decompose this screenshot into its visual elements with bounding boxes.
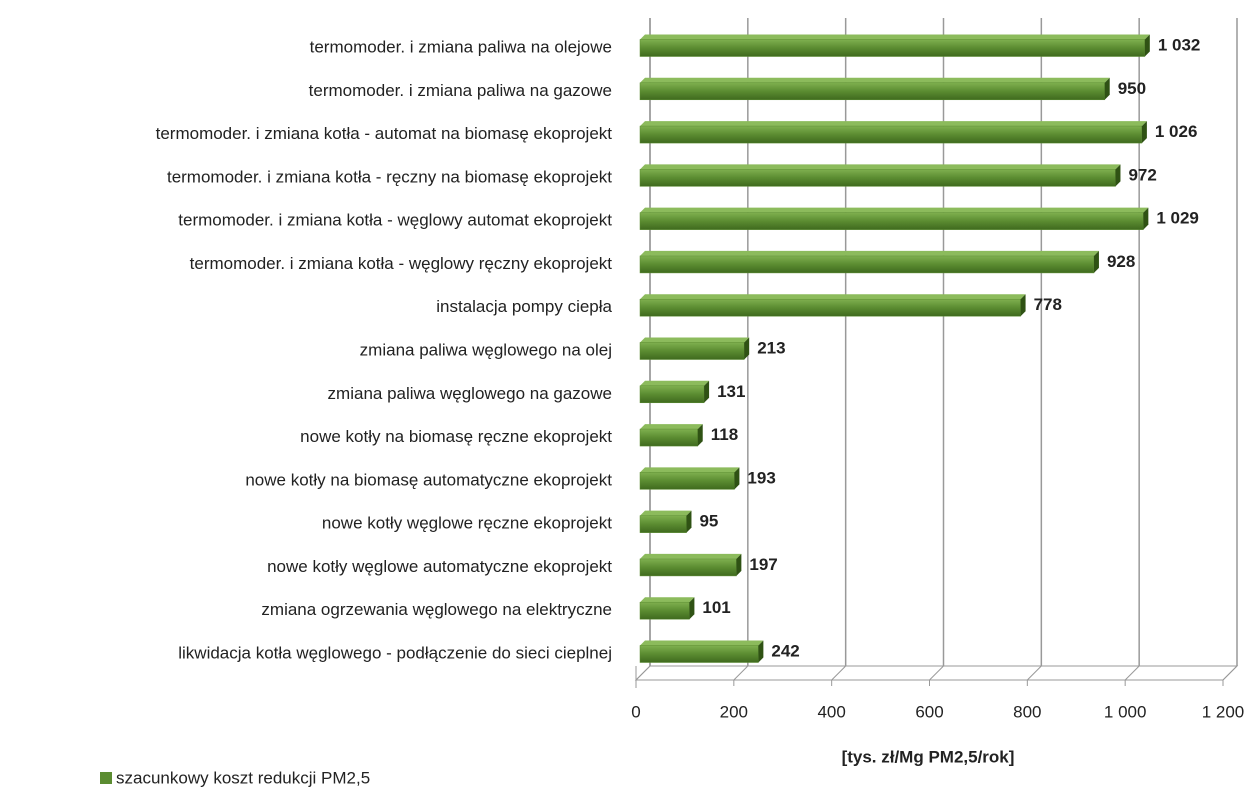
value-label: 197 [749, 555, 777, 574]
value-label: 1 032 [1158, 35, 1201, 54]
y-tick-label: termomoder. i zmiana kotła - ręczny na b… [167, 167, 612, 186]
bar-side [1141, 121, 1147, 144]
x-tick-label: 600 [915, 702, 943, 721]
grid-floor [929, 665, 944, 681]
grid-floor [1222, 665, 1238, 681]
value-label: 213 [757, 338, 785, 357]
bar [639, 82, 1105, 101]
x-tick-label: 0 [631, 702, 640, 721]
bar-top [640, 34, 1150, 40]
bar-side [689, 597, 695, 620]
bar-side [704, 380, 710, 403]
bar [639, 645, 759, 663]
grid-floor [733, 665, 749, 681]
y-tick-label: zmiana paliwa węglowego na olej [360, 340, 612, 359]
value-label: 242 [771, 641, 799, 660]
value-label: 1 026 [1155, 122, 1198, 141]
bar [639, 385, 705, 404]
bar-top [640, 164, 1121, 170]
bar-side [1104, 77, 1110, 100]
bar-top [640, 250, 1099, 256]
bar-top [640, 424, 703, 430]
legend-swatch [100, 772, 112, 784]
bar-top [640, 380, 710, 386]
bar-side [736, 553, 742, 576]
y-tick-label: termomoder. i zmiana paliwa na olejowe [310, 37, 612, 56]
y-tick-label: likwidacja kotła węglowego - podłączenie… [178, 643, 612, 662]
x-tick-label: 1 000 [1104, 702, 1147, 721]
grid-floor [1026, 665, 1042, 681]
bar-side [734, 467, 740, 490]
bar [639, 558, 737, 577]
y-tick-label: termomoder. i zmiana kotła - automat na … [156, 124, 613, 143]
bar-top [640, 510, 692, 516]
grid-floor [831, 665, 847, 681]
bar [639, 472, 735, 490]
bar-top [640, 207, 1149, 213]
y-tick-label: nowe kotły węglowe ręczne ekoprojekt [322, 514, 612, 533]
bar-side [1093, 250, 1099, 273]
grid-floor [1124, 665, 1140, 681]
bar-top [640, 121, 1147, 127]
y-tick-label: nowe kotły na biomasę automatyczne ekopr… [245, 470, 612, 489]
value-label: 193 [747, 468, 775, 487]
y-tick-label: termomoder. i zmiana kotła - węglowy ręc… [190, 254, 613, 273]
bar-top [640, 337, 750, 343]
bar-side [1143, 207, 1149, 230]
y-tick-label: nowe kotły na biomasę ręczne ekoprojekt [300, 427, 612, 446]
x-tick-label: 800 [1013, 702, 1041, 721]
bar-top [640, 640, 764, 646]
bar-top [640, 467, 740, 473]
x-tick-label: 200 [720, 702, 748, 721]
bar [639, 169, 1116, 187]
axis-title: [tys. zł/Mg PM2,5/rok] [842, 747, 1015, 766]
bar-side [697, 424, 703, 447]
x-tick-label: 1 200 [1202, 702, 1245, 721]
bar-side [1020, 294, 1026, 317]
bar [639, 428, 698, 447]
value-label: 101 [702, 598, 730, 617]
bar [639, 212, 1144, 230]
bar-side [1144, 34, 1150, 57]
bar-top [640, 553, 742, 559]
y-tick-label: nowe kotły węglowe automatyczne ekoproje… [267, 557, 612, 576]
y-tick-label: zmiana paliwa węglowego na gazowe [328, 384, 612, 403]
value-label: 118 [711, 425, 738, 444]
legend-label: szacunkowy koszt redukcji PM2,5 [116, 768, 370, 787]
bar [639, 342, 745, 360]
value-label: 928 [1107, 252, 1135, 271]
value-label: 131 [717, 382, 745, 401]
y-tick-label: termomoder. i zmiana kotła - węglowy aut… [178, 211, 612, 230]
value-label: 95 [699, 512, 718, 531]
bar-side [686, 510, 692, 533]
bar [639, 39, 1146, 57]
value-label: 1 029 [1156, 209, 1199, 228]
value-label: 972 [1128, 165, 1156, 184]
value-label: 950 [1118, 79, 1146, 98]
bar [639, 298, 1021, 317]
y-tick-label: termomoder. i zmiana paliwa na gazowe [309, 81, 612, 100]
bar-side [744, 337, 750, 360]
value-label: 778 [1034, 295, 1062, 314]
bar-side [1115, 164, 1121, 187]
bar-top [640, 294, 1026, 300]
bar [639, 125, 1143, 144]
bar [639, 601, 690, 620]
bar-top [640, 597, 695, 603]
x-tick-label: 400 [817, 702, 845, 721]
y-tick-label: instalacja pompy ciepła [436, 297, 612, 316]
bar [639, 515, 687, 533]
grid-floor [635, 665, 651, 681]
bar-side [758, 640, 764, 663]
bar [639, 255, 1095, 274]
bar-top [640, 77, 1110, 83]
y-tick-label: zmiana ogrzewania węglowego na elektrycz… [261, 600, 612, 619]
